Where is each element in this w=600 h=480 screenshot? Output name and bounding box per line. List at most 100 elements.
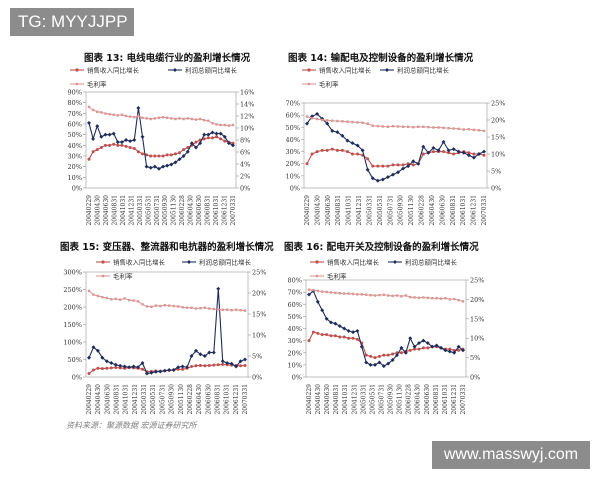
data-point [243,357,247,362]
data-point [364,360,369,365]
data-point [132,147,136,151]
data-point [118,363,123,368]
data-point [158,369,163,374]
x-tick-label: 20041031 [346,195,353,226]
data-point [408,348,412,352]
right-tick-label: 10% [491,151,505,159]
x-tick-label: 20050731 [154,195,161,226]
data-point [186,117,189,120]
legend-marker [101,260,105,264]
data-point [436,148,441,153]
left-tick-label: 70% [288,289,302,297]
data-point [203,119,206,122]
data-point [356,121,359,124]
data-point [149,117,152,121]
data-point [422,125,425,128]
data-point [119,140,124,145]
x-tick-label: 20070331 [481,195,488,226]
data-point [243,363,247,367]
data-point [215,123,218,126]
right-tick-label: 6% [240,149,250,157]
legend-label: 销售收入同比增长 [327,258,380,267]
data-point [315,299,320,304]
data-point [198,141,203,146]
data-point [331,119,334,122]
data-point [452,152,456,156]
left-tick-label: 50% [286,124,300,132]
x-tick-label: 20060228 [187,384,194,415]
data-point [467,151,471,155]
x-tick-label: 20050531 [145,195,152,226]
x-tick-label: 20051130 [171,195,178,226]
legend-label: 毛利率 [319,80,339,89]
data-point [185,306,189,309]
data-point [443,348,448,353]
x-tick-label: 20060630 [205,384,212,415]
data-point [141,303,144,306]
data-point [329,291,333,294]
data-point [381,125,385,128]
chart-title-13: 图表 13: 电线电缆行业的盈利增长情况 [84,53,251,64]
data-point [210,130,215,135]
data-point [386,361,391,366]
right-tick-label: 0% [252,374,262,382]
data-point [169,162,174,167]
x-tick-label: 20050930 [398,195,405,226]
data-point [421,346,425,350]
data-point [185,365,190,370]
right-tick-label: 15% [491,134,505,142]
data-point [476,152,481,156]
x-tick-label: 20051130 [408,195,415,226]
data-point [216,363,220,367]
legend-marker [385,68,389,72]
data-point [315,111,320,116]
data-point [141,116,144,119]
data-point [333,334,337,338]
data-point [431,145,436,150]
x-tick-label: 20050731 [378,384,385,415]
data-point [140,134,145,139]
data-point [417,347,421,351]
x-tick-label: 20060630 [439,195,446,226]
data-point [170,117,173,120]
data-point [136,150,140,154]
data-point [103,143,107,147]
data-point [171,368,176,372]
data-point [189,354,194,358]
right-tick-label: 14% [240,101,254,109]
data-point [411,159,416,164]
data-point [396,125,400,128]
right-tick-label: 15% [252,311,266,319]
data-point [426,296,429,300]
data-point [161,116,165,119]
data-point [194,364,198,368]
data-point [194,118,198,121]
data-point [214,131,219,136]
data-point [193,145,198,150]
right-tick-label: 5% [252,353,262,361]
data-point [345,138,350,143]
data-point [190,365,194,368]
data-point [127,298,131,302]
data-point [152,164,157,169]
data-point [100,367,104,371]
data-point [341,120,344,123]
data-point [127,365,132,370]
data-point [177,157,182,162]
right-tick-label: 0% [470,374,480,382]
data-point [229,361,234,366]
data-point [105,366,109,370]
data-point [107,132,112,137]
data-point [305,115,309,118]
data-point [408,336,413,341]
data-point [219,123,222,127]
data-point [446,148,451,153]
legend-label: 销售收入同比增长 [87,66,140,75]
data-point [222,134,227,139]
left-tick-label: 10% [68,174,82,182]
data-point [199,306,202,310]
x-tick-label: 20041031 [123,384,130,415]
data-point [231,141,235,145]
data-point [387,294,390,297]
data-point [320,118,324,122]
